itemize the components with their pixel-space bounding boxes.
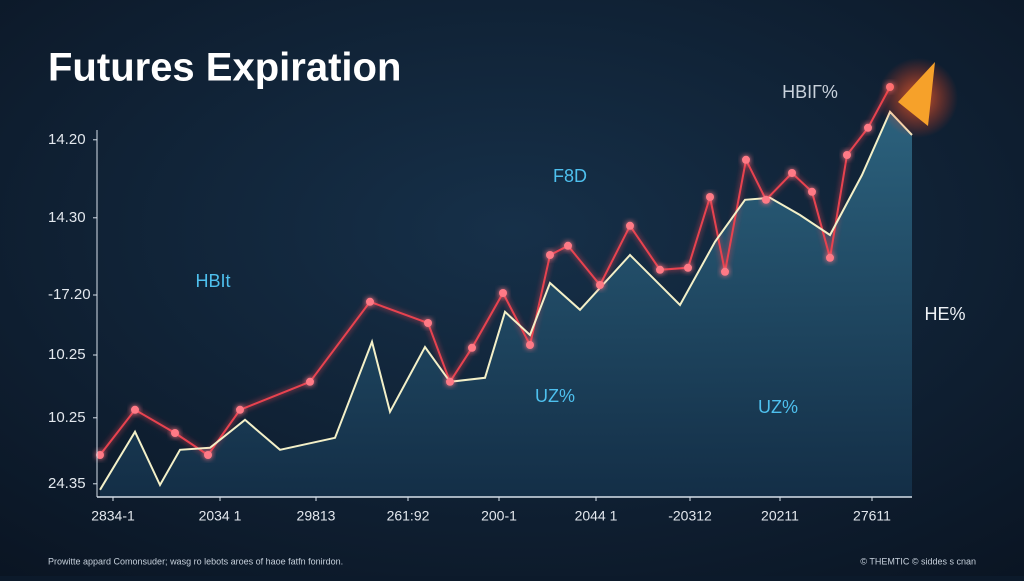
- point: [596, 281, 604, 289]
- y-tick-label: -17.20: [48, 286, 91, 303]
- point: [788, 169, 796, 177]
- x-tick-label: 2834-1: [91, 508, 135, 524]
- point: [843, 151, 851, 159]
- x-tick-label: -20312: [668, 508, 712, 524]
- point: [306, 377, 314, 386]
- x-tick-label: 2034 1: [199, 508, 242, 524]
- y-tick-label: 14.30: [48, 209, 86, 226]
- area: [100, 111, 912, 498]
- point: [204, 451, 212, 459]
- point: [864, 123, 872, 132]
- point: [742, 155, 750, 164]
- footer-left: Prowitte appard Comonsuder; wasg ro lebo…: [48, 556, 343, 566]
- point: [656, 265, 664, 274]
- point: [721, 267, 729, 276]
- point: [499, 289, 507, 297]
- line: [99, 86, 891, 457]
- point: [808, 187, 816, 196]
- point: [826, 253, 834, 262]
- x-tick-label: 20211: [761, 508, 799, 524]
- x-tick-label: 261:92: [387, 508, 430, 524]
- point: [526, 341, 534, 349]
- y-tick-label: 10.25: [48, 409, 86, 426]
- point: [366, 297, 374, 306]
- annotation: HE%: [924, 304, 965, 324]
- y-tick-label: 10.25: [48, 346, 86, 363]
- point: [424, 319, 432, 327]
- point: [131, 405, 139, 414]
- point: [706, 193, 714, 201]
- point: [96, 451, 104, 459]
- x-tick-label: 27611: [853, 508, 891, 524]
- x-tick-label: 2044 1: [575, 508, 618, 524]
- y-tick-label: 24.35: [48, 475, 86, 492]
- chart-title: Futures Expiration: [48, 46, 401, 90]
- annotation: UZ%: [535, 386, 575, 406]
- point: [626, 221, 634, 230]
- annotation: HBIГ%: [782, 82, 838, 102]
- point: [546, 251, 554, 259]
- annotation: UZ%: [758, 397, 798, 417]
- line: [99, 110, 913, 491]
- point: [171, 429, 179, 437]
- x-tick-label: 29813: [297, 508, 336, 524]
- arrow-head: [898, 62, 935, 126]
- point: [446, 377, 454, 386]
- footer-right: © THEMTIC © siddes s cnan: [860, 556, 976, 566]
- annotation: HBIt: [195, 271, 230, 291]
- point: [564, 241, 572, 250]
- point: [468, 343, 476, 352]
- y-tick-label: 14.20: [48, 131, 86, 148]
- point: [684, 263, 692, 272]
- x-tick-label: 200-1: [481, 508, 517, 524]
- point: [236, 405, 244, 414]
- point: [762, 195, 770, 204]
- annotation: F8D: [553, 166, 587, 186]
